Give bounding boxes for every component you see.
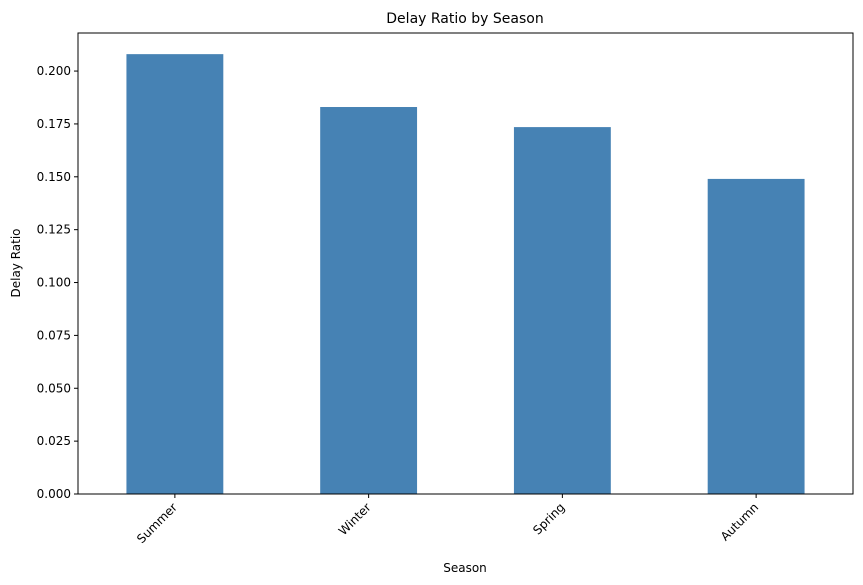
x-axis: Summer Winter Spring Autumn: [134, 494, 761, 546]
y-tick-label: 0.000: [37, 487, 71, 501]
y-tick-label: 0.150: [37, 170, 71, 184]
x-axis-label: Season: [443, 561, 487, 575]
x-tick-label-spring: Spring: [530, 500, 567, 537]
y-axis: 0.000 0.025 0.050 0.075 0.100 0.125 0.150 0.175…: [37, 64, 78, 501]
bar-autumn: [707, 178, 805, 494]
x-tick-label-autumn: Autumn: [718, 500, 761, 543]
y-tick-label: 0.200: [37, 64, 71, 78]
y-axis-label: Delay Ratio: [9, 228, 23, 297]
bar-spring: [513, 127, 611, 494]
y-tick-label: 0.125: [37, 223, 71, 237]
bars-group: [126, 54, 805, 494]
y-tick-label: 0.100: [37, 276, 71, 290]
x-tick-label-winter: Winter: [336, 500, 374, 538]
y-tick-label: 0.025: [37, 434, 71, 448]
bar-summer: [126, 54, 224, 494]
plot-frame: [77, 32, 854, 495]
chart-title: Delay Ratio by Season: [386, 11, 543, 27]
x-tick-label-summer: Summer: [134, 500, 180, 546]
y-tick-label: 0.175: [37, 117, 71, 131]
y-tick-label: 0.050: [37, 381, 71, 395]
bar-winter: [320, 107, 418, 494]
y-tick-label: 0.075: [37, 328, 71, 342]
